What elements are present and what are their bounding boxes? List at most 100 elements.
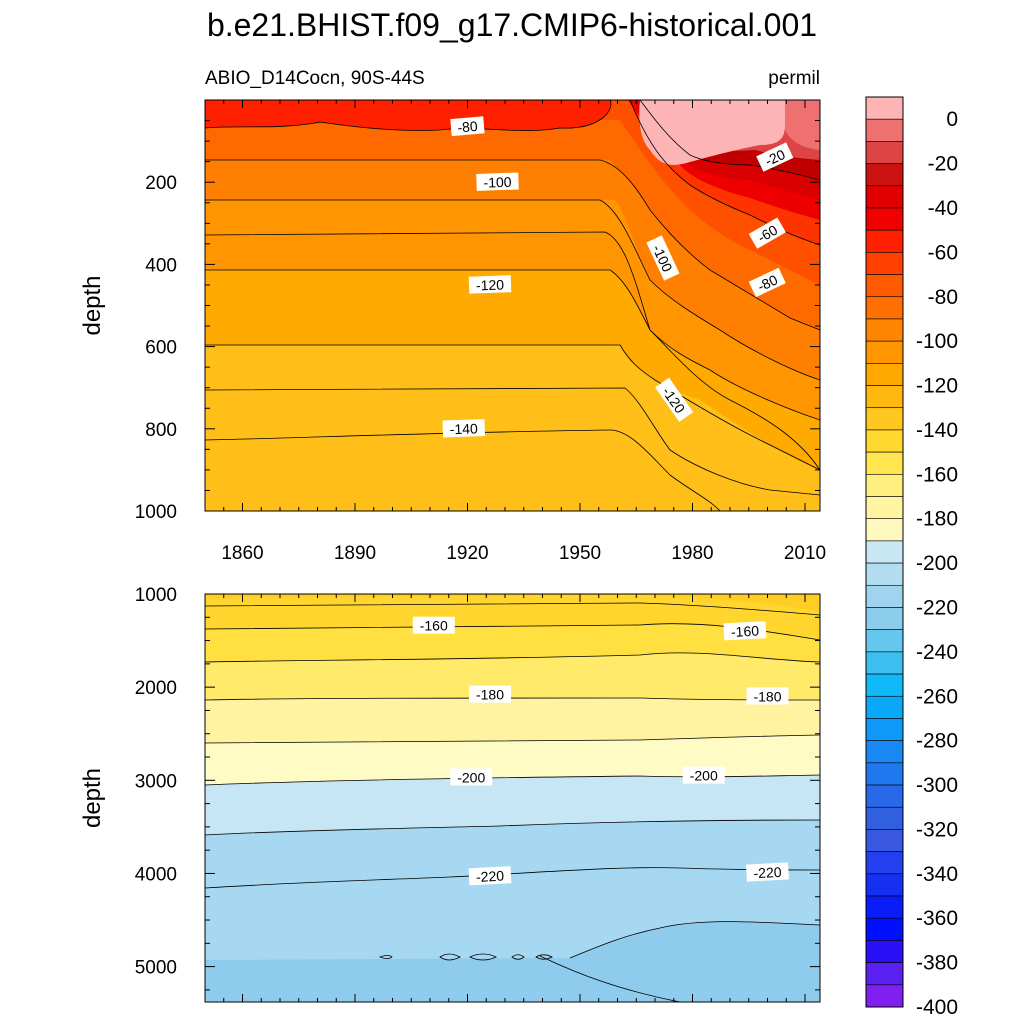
colorbar-swatch — [865, 274, 904, 298]
colorbar-label: -340 — [916, 863, 958, 886]
colorbar-swatch — [865, 185, 904, 209]
colorbar-label: -240 — [916, 641, 958, 664]
svg-text:-220: -220 — [753, 864, 782, 881]
colorbar-label: -260 — [916, 685, 958, 708]
colorbar-label: -120 — [916, 375, 958, 398]
colorbar-swatch — [865, 895, 904, 919]
top-panel-contours — [205, 100, 820, 511]
colorbar-swatch — [865, 429, 904, 453]
colorbar-swatch — [865, 318, 904, 342]
colorbar-swatch — [865, 229, 904, 253]
colorbar-swatch — [865, 673, 904, 697]
contour-label: -80 — [748, 267, 786, 298]
svg-text:-160: -160 — [420, 618, 448, 634]
colorbar-label: -360 — [916, 907, 958, 930]
colorbar-swatch — [865, 784, 904, 808]
contour-label: -80 — [450, 116, 485, 137]
colorbar-swatch — [865, 96, 904, 120]
svg-text:-200: -200 — [690, 768, 718, 784]
colorbar-label: -40 — [928, 197, 958, 220]
contour-label: -180 — [746, 687, 789, 705]
colorbar-swatch — [865, 873, 904, 897]
colorbar-label: -60 — [928, 241, 958, 264]
colorbar-swatch — [865, 340, 904, 364]
svg-text:-160: -160 — [731, 623, 760, 640]
colorbar-label: 0 — [946, 108, 958, 131]
x-tick-label: 1860 — [221, 543, 263, 564]
colorbar-label: -20 — [928, 153, 958, 176]
contour-label: -140 — [442, 419, 486, 438]
contour-label: -220 — [468, 866, 512, 886]
y-tick-label: 800 — [145, 420, 177, 441]
svg-text:-140: -140 — [449, 420, 478, 437]
colorbar-label: -400 — [916, 996, 958, 1019]
x-tick-label: 2010 — [784, 543, 826, 564]
y-tick-label: 5000 — [135, 958, 177, 979]
colorbar-swatch — [865, 118, 904, 142]
y-tick-label: 600 — [145, 338, 177, 359]
colorbar-label: -180 — [916, 508, 958, 531]
y-axis-label: depth — [79, 768, 106, 828]
colorbar-label: -200 — [916, 552, 958, 575]
colorbar-swatch — [865, 806, 904, 830]
colorbar-swatch — [865, 496, 904, 520]
contour-label: -100 — [476, 172, 519, 191]
colorbar-swatch — [865, 252, 904, 275]
colorbar-swatch — [865, 740, 904, 764]
colorbar-swatch — [865, 518, 904, 542]
colorbar-swatch — [865, 562, 904, 586]
contour-label: -20 — [756, 142, 794, 172]
x-tick-label: 1920 — [446, 543, 488, 564]
colorbar-swatch — [865, 629, 904, 653]
colorbar-swatch — [865, 762, 904, 786]
colorbar-label: -380 — [916, 952, 958, 975]
bottom-panel-contours — [205, 602, 820, 1002]
contour-label: -200 — [682, 766, 725, 784]
svg-text:-200: -200 — [457, 770, 485, 786]
colorbar-label: -280 — [916, 730, 958, 753]
contour-label: -160 — [723, 621, 767, 641]
colorbar-swatch — [865, 407, 904, 431]
y-tick-label: 1000 — [135, 585, 177, 606]
contour-label: -220 — [746, 862, 789, 882]
colorbar-swatch — [865, 962, 904, 986]
colorbar-label: -300 — [916, 774, 958, 797]
colorbar-swatch — [865, 385, 904, 409]
y-tick-label: 1000 — [135, 502, 177, 523]
svg-text:-180: -180 — [753, 688, 781, 704]
x-tick-label: 1980 — [671, 543, 713, 564]
colorbar-swatch — [865, 607, 904, 630]
y-axis-label: depth — [79, 275, 106, 335]
colorbar-swatch — [865, 984, 904, 1008]
colorbar-swatch — [865, 207, 904, 231]
colorbar-swatch — [865, 718, 904, 741]
colorbar-swatch — [865, 940, 904, 963]
colorbar-swatch — [865, 851, 904, 875]
y-tick-label: 200 — [145, 173, 177, 194]
svg-text:-120: -120 — [476, 276, 505, 293]
colorbar-swatch — [865, 917, 904, 941]
contour-label: -200 — [450, 768, 493, 786]
colorbar-swatch — [865, 141, 904, 164]
svg-text:-180: -180 — [476, 687, 504, 703]
top-panel-fill — [205, 100, 820, 511]
contour-label: -180 — [469, 685, 511, 703]
svg-text:-100: -100 — [483, 174, 512, 191]
colorbar-swatch — [865, 474, 904, 497]
y-tick-label: 3000 — [135, 771, 177, 792]
colorbar-label: -100 — [916, 330, 958, 353]
colorbar-label: -160 — [916, 463, 958, 486]
contour-label: -120 — [468, 275, 512, 294]
colorbar-swatch — [865, 363, 904, 386]
svg-text:-80: -80 — [755, 271, 780, 294]
contour-label: -160 — [412, 616, 455, 634]
colorbar-label: -80 — [928, 286, 958, 309]
svg-text:-220: -220 — [476, 868, 505, 885]
subtitle-left: ABIO_D14Cocn, 90S-44S — [205, 68, 425, 89]
colorbar-frame — [865, 96, 904, 1008]
y-tick-label: 4000 — [135, 864, 177, 885]
subtitle-right: permil — [768, 68, 820, 89]
x-tick-label: 1950 — [559, 543, 601, 564]
svg-text:-80: -80 — [457, 118, 479, 136]
